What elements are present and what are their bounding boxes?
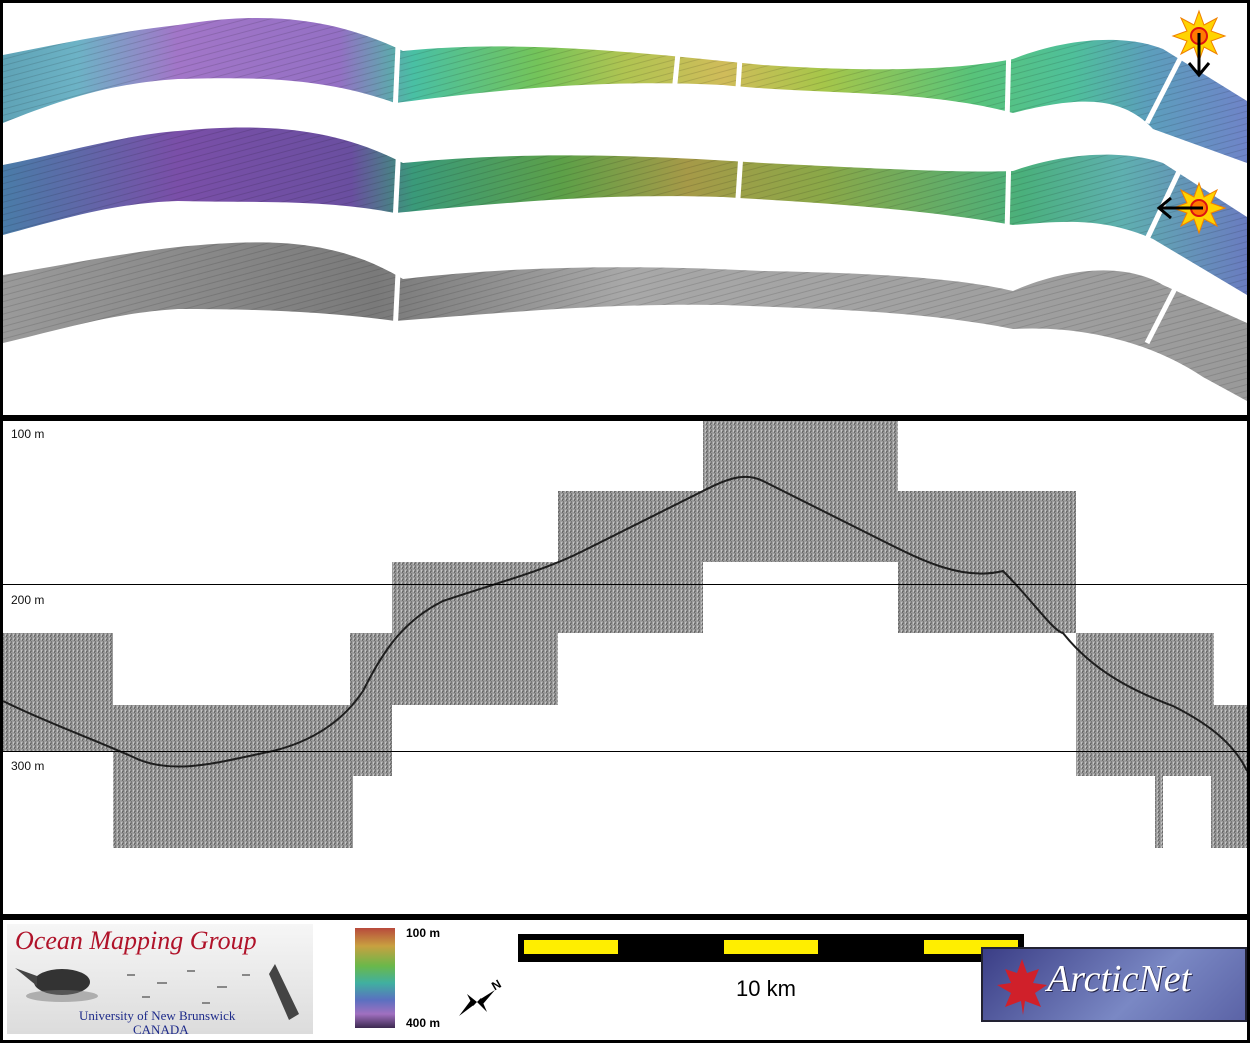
illumination-arrow-left-icon	[1156, 196, 1203, 220]
north-arrow-icon	[459, 990, 495, 1016]
swath-map-svg	[3, 9, 1247, 401]
swath-map-panel	[3, 3, 1247, 415]
panel-divider	[0, 415, 1250, 421]
depth-label-100: 100 m	[11, 427, 45, 441]
illumination-arrow-down-icon	[1187, 33, 1211, 78]
omg-logo: Ocean Mapping Group University of New Br…	[7, 924, 313, 1037]
panel-divider	[0, 914, 1250, 920]
swath-bathymetry-middle	[3, 127, 1247, 295]
depth-gridline-200	[3, 584, 1247, 585]
colorbar-top-label: 100 m	[406, 926, 441, 940]
subbottom-profile-panel: 100 m 200 m 300 m	[3, 421, 1247, 914]
omg-logo-country: CANADA	[133, 1022, 189, 1037]
arcticnet-logo: ArcticNet	[981, 947, 1247, 1022]
swath-bathymetry-top	[3, 17, 1247, 163]
maple-leaf-icon	[997, 959, 1047, 1015]
omg-logo-university: University of New Brunswick	[79, 1008, 236, 1023]
depth-gridline-300	[3, 751, 1247, 752]
depth-label-200: 200 m	[11, 593, 45, 607]
scale-bar-label: 10 km	[736, 976, 796, 1001]
omg-logo-title: Ocean Mapping Group	[15, 926, 257, 955]
arcticnet-logo-text: ArcticNet	[1047, 958, 1192, 1000]
colorbar-bottom-label: 400 m	[406, 1016, 441, 1030]
scale-bar-segment	[724, 940, 818, 954]
omg-logo-seafloor-icon	[15, 964, 299, 1020]
scale-bar-segment	[524, 940, 618, 954]
seafloor-reflector	[3, 475, 1247, 772]
swath-backscatter-bottom	[3, 242, 1247, 401]
depth-label-300: 300 m	[11, 759, 45, 773]
profile-svg	[3, 421, 1247, 848]
legend-panel: Ocean Mapping Group University of New Br…	[3, 920, 1247, 1040]
swath-gaps	[392, 22, 1186, 345]
depth-colorbar	[355, 928, 395, 1028]
scale-bar	[518, 934, 1024, 962]
profile-data-blocks	[3, 421, 1247, 848]
